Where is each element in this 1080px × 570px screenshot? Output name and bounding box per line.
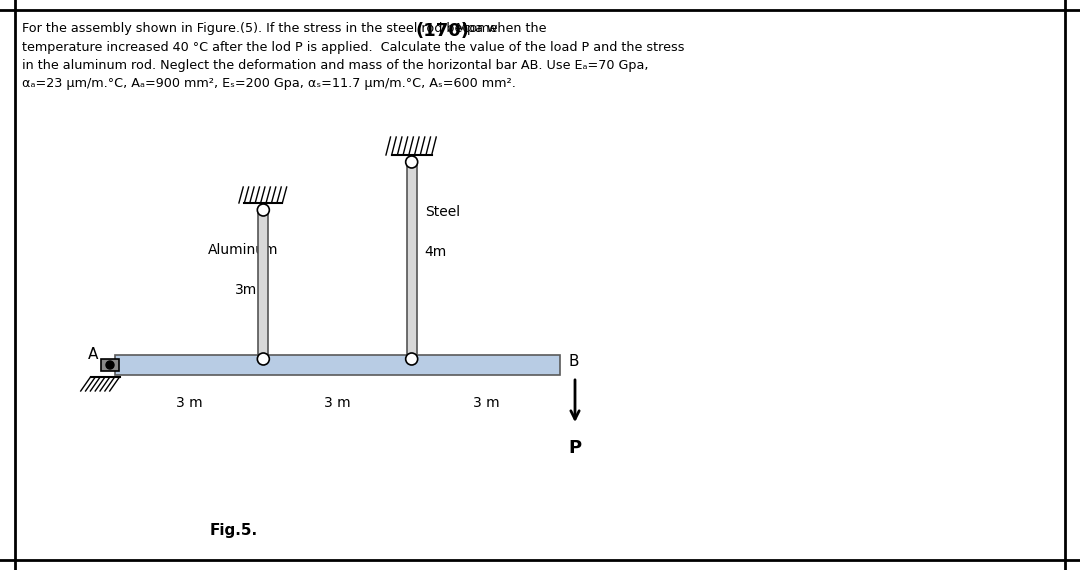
- Bar: [407, 162, 417, 355]
- Text: Steel: Steel: [424, 205, 460, 219]
- Text: A: A: [87, 347, 98, 362]
- Text: in the aluminum rod. Neglect the deformation and mass of the horizontal bar AB. : in the aluminum rod. Neglect the deforma…: [22, 59, 648, 72]
- Text: 3 m: 3 m: [176, 396, 202, 410]
- Circle shape: [257, 353, 269, 365]
- Text: αₐ=23 μm/m.°C, Aₐ=900 mm², Eₛ=200 Gpa, αₛ=11.7 μm/m.°C, Aₛ=600 mm².: αₐ=23 μm/m.°C, Aₐ=900 mm², Eₛ=200 Gpa, α…: [22, 78, 516, 91]
- Circle shape: [406, 353, 418, 365]
- Text: temperature increased 40 °C after the lod P is applied.  Calculate the value of : temperature increased 40 °C after the lo…: [22, 40, 685, 54]
- Text: 3 m: 3 m: [473, 396, 499, 410]
- Circle shape: [106, 361, 114, 369]
- Circle shape: [406, 156, 418, 168]
- Text: B: B: [568, 353, 579, 368]
- Text: 4m: 4m: [424, 245, 447, 259]
- Bar: [114, 355, 561, 375]
- Text: For the assembly shown in Figure.(5). If the stress in the steel rod become: For the assembly shown in Figure.(5). If…: [22, 22, 501, 35]
- Text: Aluminum: Aluminum: [208, 243, 279, 257]
- Text: 3m: 3m: [235, 283, 258, 297]
- Text: 3 m: 3 m: [324, 396, 351, 410]
- Text: (170): (170): [416, 22, 470, 40]
- Text: Mpa when the: Mpa when the: [453, 22, 546, 35]
- Text: Fig.5.: Fig.5.: [210, 523, 258, 538]
- Text: P: P: [568, 439, 581, 457]
- Circle shape: [257, 204, 269, 216]
- Bar: [258, 210, 268, 355]
- Bar: [102, 359, 119, 371]
